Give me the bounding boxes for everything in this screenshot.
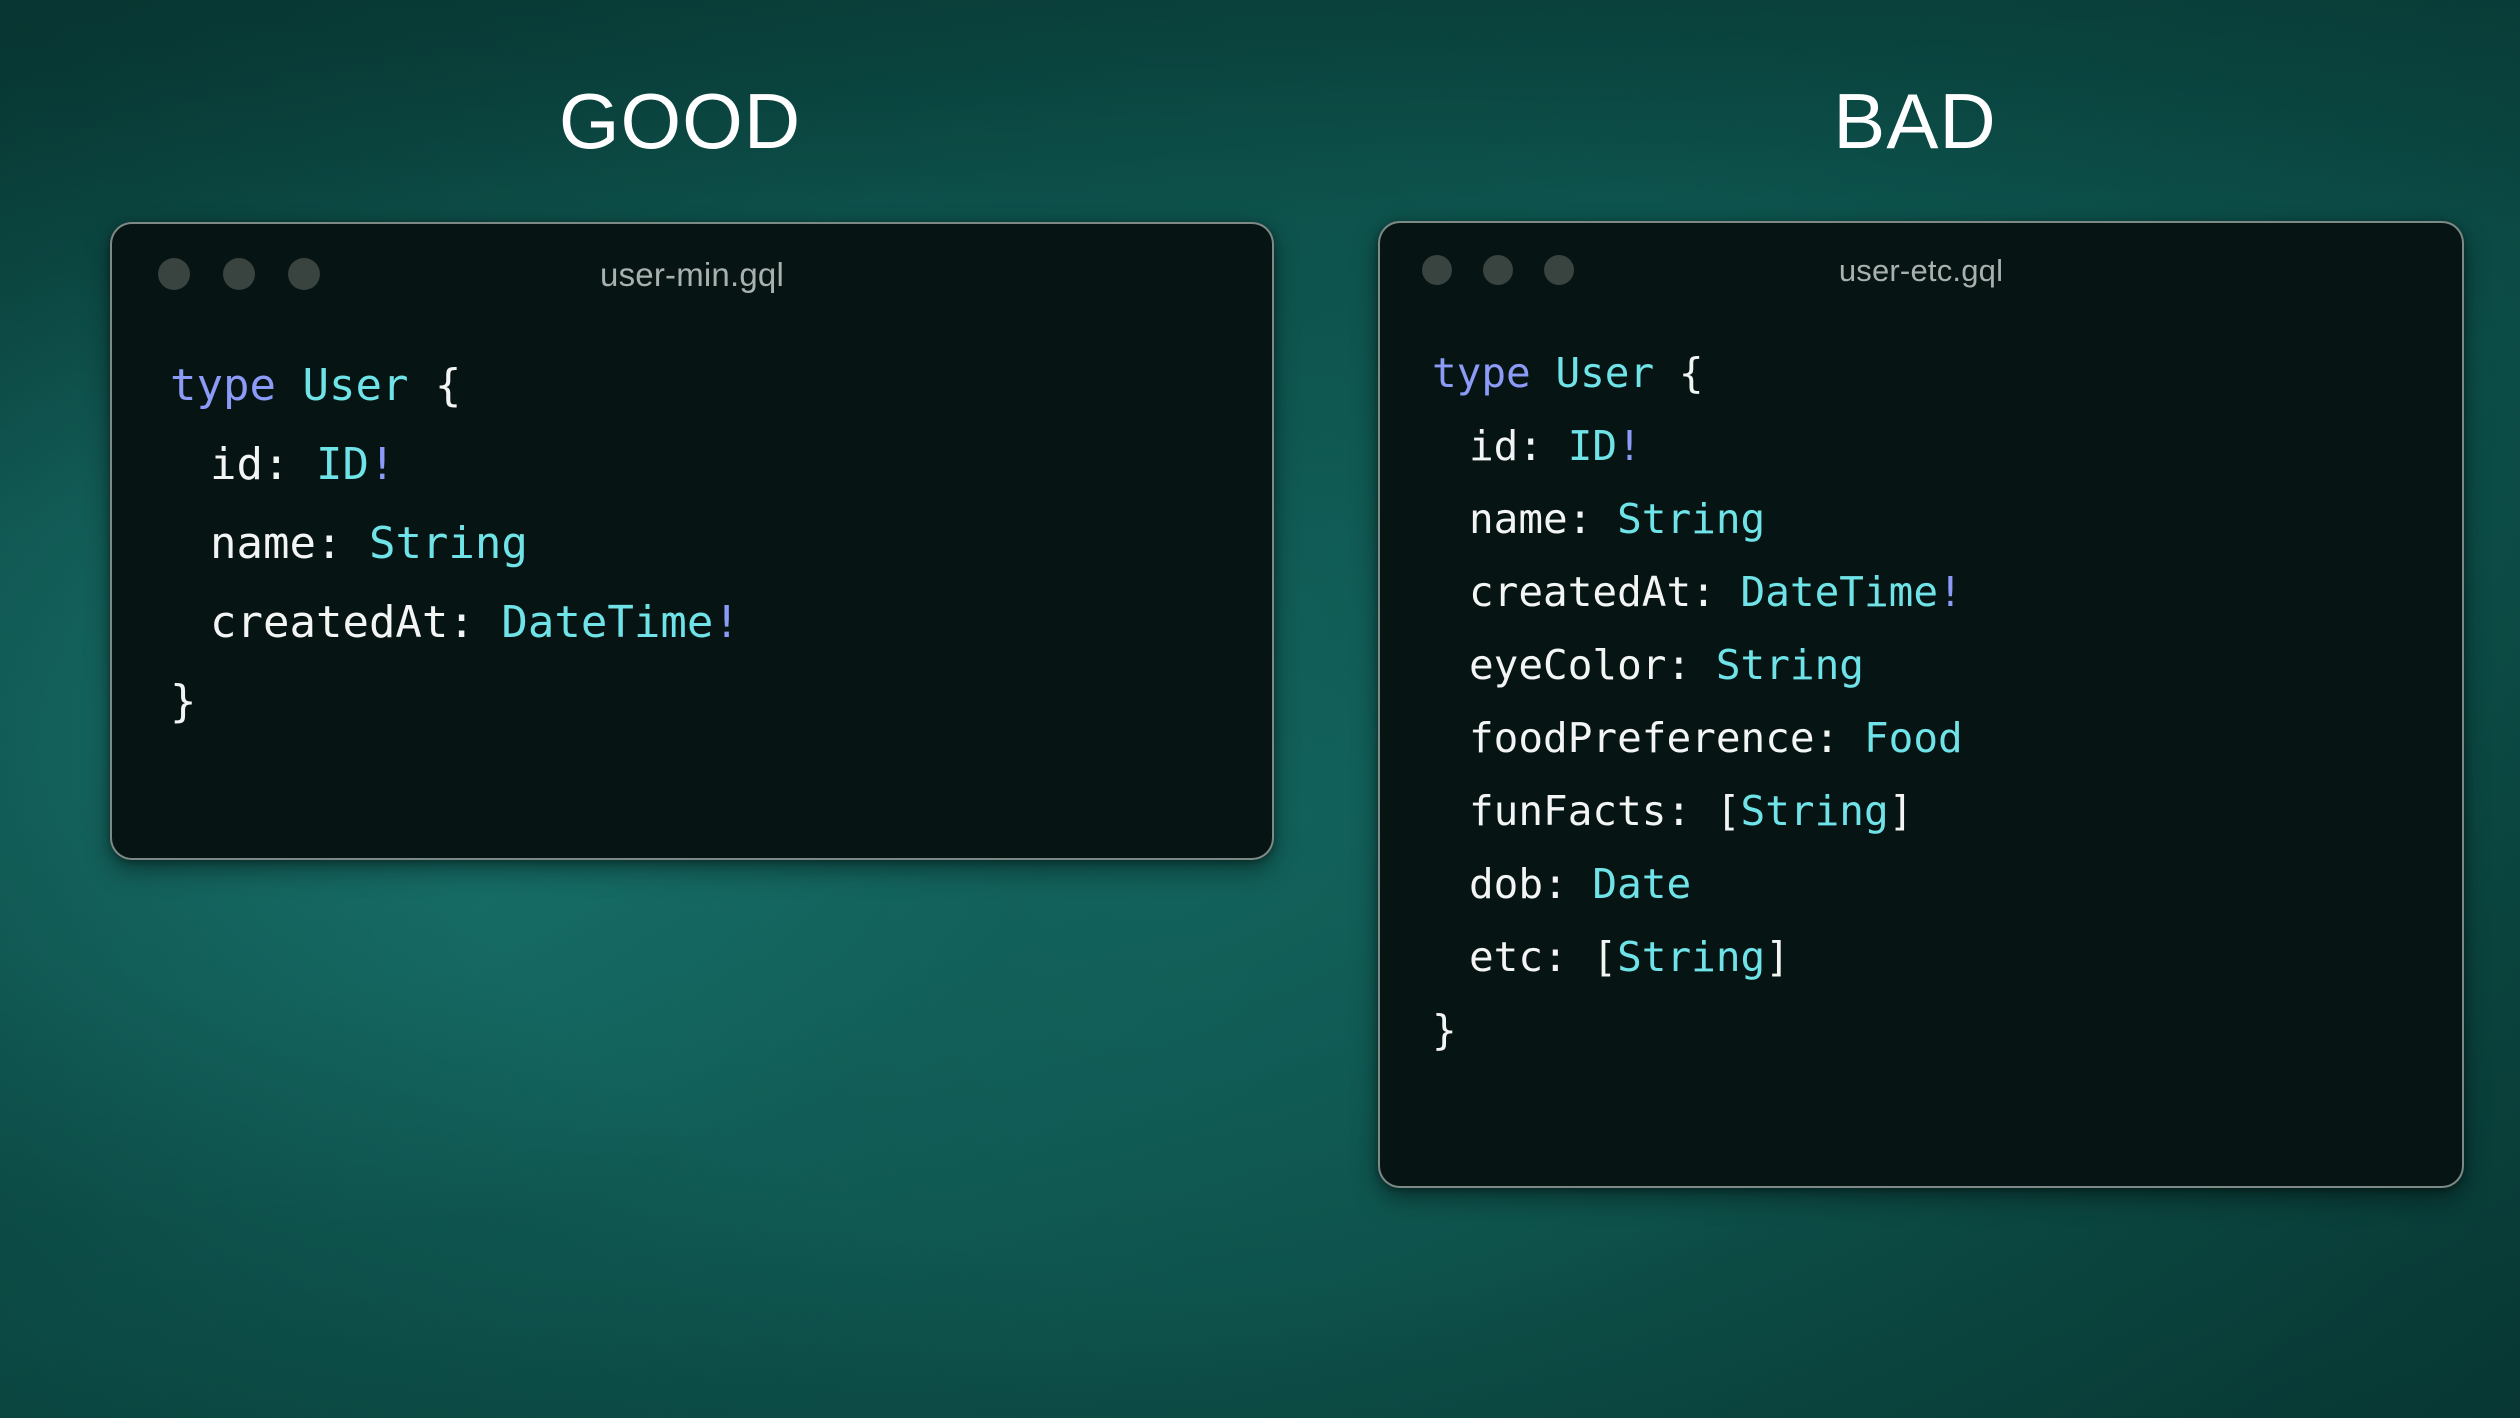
code-token-plain: dob: — [1469, 860, 1593, 908]
code-line: type User { — [170, 346, 1272, 425]
code-token-type: String — [1617, 495, 1766, 543]
code-token-keyword: type — [170, 360, 276, 411]
code-token-plain — [276, 360, 303, 411]
code-token-bang: ! — [713, 597, 740, 648]
traffic-light-close-icon[interactable] — [1422, 255, 1452, 285]
code-token-bang: ! — [1938, 568, 1963, 616]
code-line: funFacts: [String] — [1432, 775, 2462, 848]
code-token-type: DateTime — [1740, 568, 1939, 616]
good-code-window: user-min.gql type User {id: ID! name: Str… — [110, 222, 1274, 860]
code-token-bang: ! — [368, 439, 396, 490]
code-token-plain — [1531, 349, 1556, 397]
code-token-type: ID — [315, 439, 369, 490]
code-token-plain: funFacts: [ — [1469, 787, 1741, 835]
traffic-light-zoom-icon[interactable] — [1544, 255, 1574, 285]
bad-traffic-lights — [1422, 255, 1574, 285]
code-line: name: String — [170, 504, 1272, 583]
code-token-plain: createdAt: — [1469, 568, 1741, 616]
code-token-plain: ] — [1765, 933, 1790, 981]
code-line: } — [170, 662, 1272, 741]
code-token-type: String — [1617, 933, 1766, 981]
code-token-plain: createdAt: — [210, 597, 502, 648]
code-token-plain: ] — [1888, 787, 1914, 835]
traffic-light-close-icon[interactable] — [158, 258, 190, 290]
code-line: eyeColor: String — [1432, 629, 2462, 702]
code-line: id: ID! — [170, 425, 1272, 504]
code-token-plain: { — [408, 360, 462, 411]
code-token-plain: { — [1654, 349, 1704, 397]
good-code-block: type User {id: ID! name: String createdAt:… — [112, 328, 1272, 741]
code-token-type: User — [1555, 349, 1655, 397]
code-line: } — [1432, 994, 2462, 1067]
code-line: foodPreference: Food — [1432, 702, 2462, 775]
code-token-type: Date — [1592, 860, 1692, 908]
bad-code-block: type User {id: ID! name: String createdAt:… — [1380, 323, 2462, 1067]
good-column-heading: GOOD — [558, 77, 802, 165]
code-line: type User { — [1432, 337, 2462, 410]
code-line: createdAt: DateTime! — [1432, 556, 2462, 629]
code-token-plain: eyeColor: — [1469, 641, 1716, 689]
bad-window-titlebar: user-etc.gql — [1380, 223, 2462, 323]
code-token-plain: id: — [1469, 422, 1568, 470]
traffic-light-minimize-icon[interactable] — [223, 258, 255, 290]
code-token-type: String — [1715, 641, 1864, 689]
code-line: etc: [String] — [1432, 921, 2462, 994]
code-line: createdAt: DateTime! — [170, 583, 1272, 662]
traffic-light-minimize-icon[interactable] — [1483, 255, 1513, 285]
code-token-type: String — [1740, 787, 1889, 835]
code-token-type: User — [302, 360, 409, 411]
code-line: name: String — [1432, 483, 2462, 556]
code-token-type: String — [368, 518, 528, 569]
traffic-light-zoom-icon[interactable] — [288, 258, 320, 290]
code-token-plain: etc: [ — [1469, 933, 1618, 981]
code-token-plain: name: — [1469, 495, 1618, 543]
code-token-plain: } — [170, 676, 197, 727]
bad-code-window: user-etc.gql type User {id: ID! name: Str… — [1378, 221, 2464, 1188]
code-line: id: ID! — [1432, 410, 2462, 483]
code-token-keyword: type — [1432, 349, 1531, 397]
good-window-filename: user-min.gql — [600, 256, 784, 293]
code-token-type: ID — [1567, 422, 1618, 470]
code-token-bang: ! — [1617, 422, 1642, 470]
code-line: dob: Date — [1432, 848, 2462, 921]
bad-window-filename: user-etc.gql — [1838, 253, 2004, 288]
code-token-plain: } — [1432, 1006, 1457, 1054]
bad-column-heading: BAD — [1833, 77, 1997, 165]
code-token-plain: foodPreference: — [1469, 714, 1864, 762]
good-traffic-lights — [158, 258, 320, 290]
code-token-plain: id: — [210, 439, 316, 490]
code-token-type: DateTime — [501, 597, 714, 648]
code-token-plain: name: — [210, 518, 369, 569]
code-token-type: Food — [1863, 714, 1963, 762]
good-window-titlebar: user-min.gql — [112, 224, 1272, 328]
